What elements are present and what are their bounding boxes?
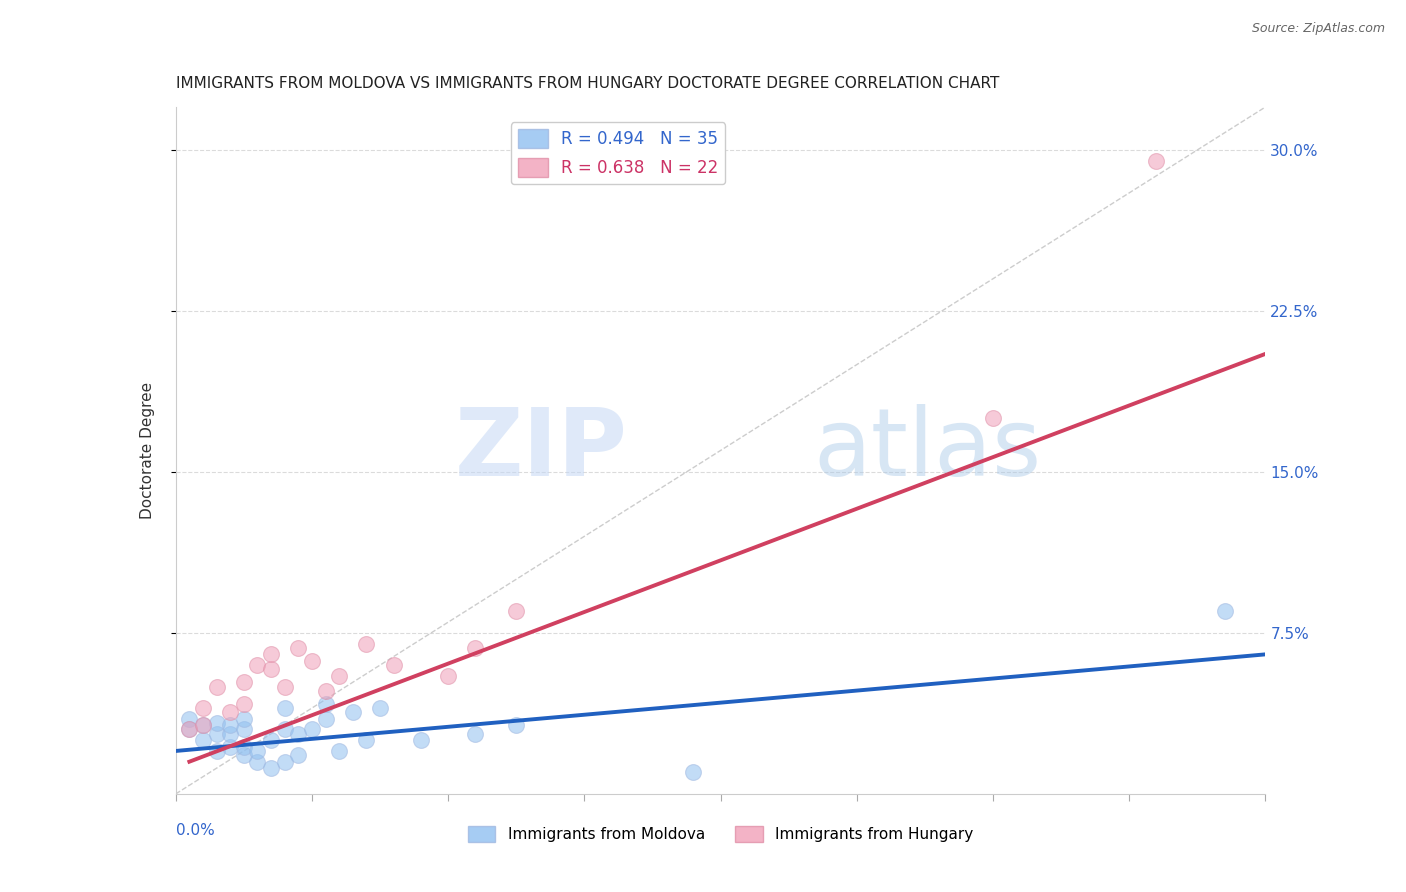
Point [356, 733, 378, 747]
Y-axis label: Doctorate Degree: Doctorate Degree [141, 382, 155, 519]
Point [205, 716, 228, 731]
Legend: Immigrants from Moldova, Immigrants from Hungary: Immigrants from Moldova, Immigrants from… [461, 820, 980, 848]
Point [437, 669, 460, 683]
Point [328, 669, 350, 683]
Point [301, 654, 323, 668]
Point [260, 662, 283, 676]
Point [464, 640, 486, 655]
Point [342, 706, 364, 720]
Point [287, 748, 309, 763]
Point [274, 680, 297, 694]
Point [682, 765, 704, 780]
Point [368, 701, 391, 715]
Point [219, 718, 242, 732]
Point [205, 744, 228, 758]
Text: Source: ZipAtlas.com: Source: ZipAtlas.com [1251, 22, 1385, 36]
Point [246, 755, 269, 769]
Point [232, 723, 254, 737]
Point [315, 683, 337, 698]
Point [205, 727, 228, 741]
Point [246, 658, 269, 673]
Point [315, 712, 337, 726]
Point [232, 739, 254, 754]
Text: 0.0%: 0.0% [176, 822, 215, 838]
Point [260, 648, 283, 662]
Point [219, 739, 242, 754]
Point [191, 733, 214, 747]
Point [328, 744, 350, 758]
Point [179, 723, 201, 737]
Point [315, 697, 337, 711]
Point [505, 718, 527, 732]
Point [464, 727, 486, 741]
Point [232, 675, 254, 690]
Text: IMMIGRANTS FROM MOLDOVA VS IMMIGRANTS FROM HUNGARY DOCTORATE DEGREE CORRELATION : IMMIGRANTS FROM MOLDOVA VS IMMIGRANTS FR… [176, 76, 1000, 91]
Point [191, 718, 214, 732]
Point [382, 658, 405, 673]
Point [274, 755, 297, 769]
Point [287, 727, 309, 741]
Point [191, 701, 214, 715]
Point [191, 718, 214, 732]
Point [219, 706, 242, 720]
Point [260, 761, 283, 775]
Text: atlas: atlas [813, 404, 1042, 497]
Point [179, 712, 201, 726]
Point [505, 604, 527, 618]
Point [301, 723, 323, 737]
Point [246, 744, 269, 758]
Point [205, 680, 228, 694]
Point [179, 723, 201, 737]
Point [981, 411, 1004, 425]
Point [1144, 153, 1167, 168]
Point [260, 733, 283, 747]
Point [274, 701, 297, 715]
Point [356, 637, 378, 651]
Point [232, 748, 254, 763]
Point [274, 723, 297, 737]
Point [232, 712, 254, 726]
Text: ZIP: ZIP [456, 404, 628, 497]
Point [1213, 604, 1236, 618]
Point [287, 640, 309, 655]
Point [409, 733, 432, 747]
Point [219, 727, 242, 741]
Point [232, 697, 254, 711]
